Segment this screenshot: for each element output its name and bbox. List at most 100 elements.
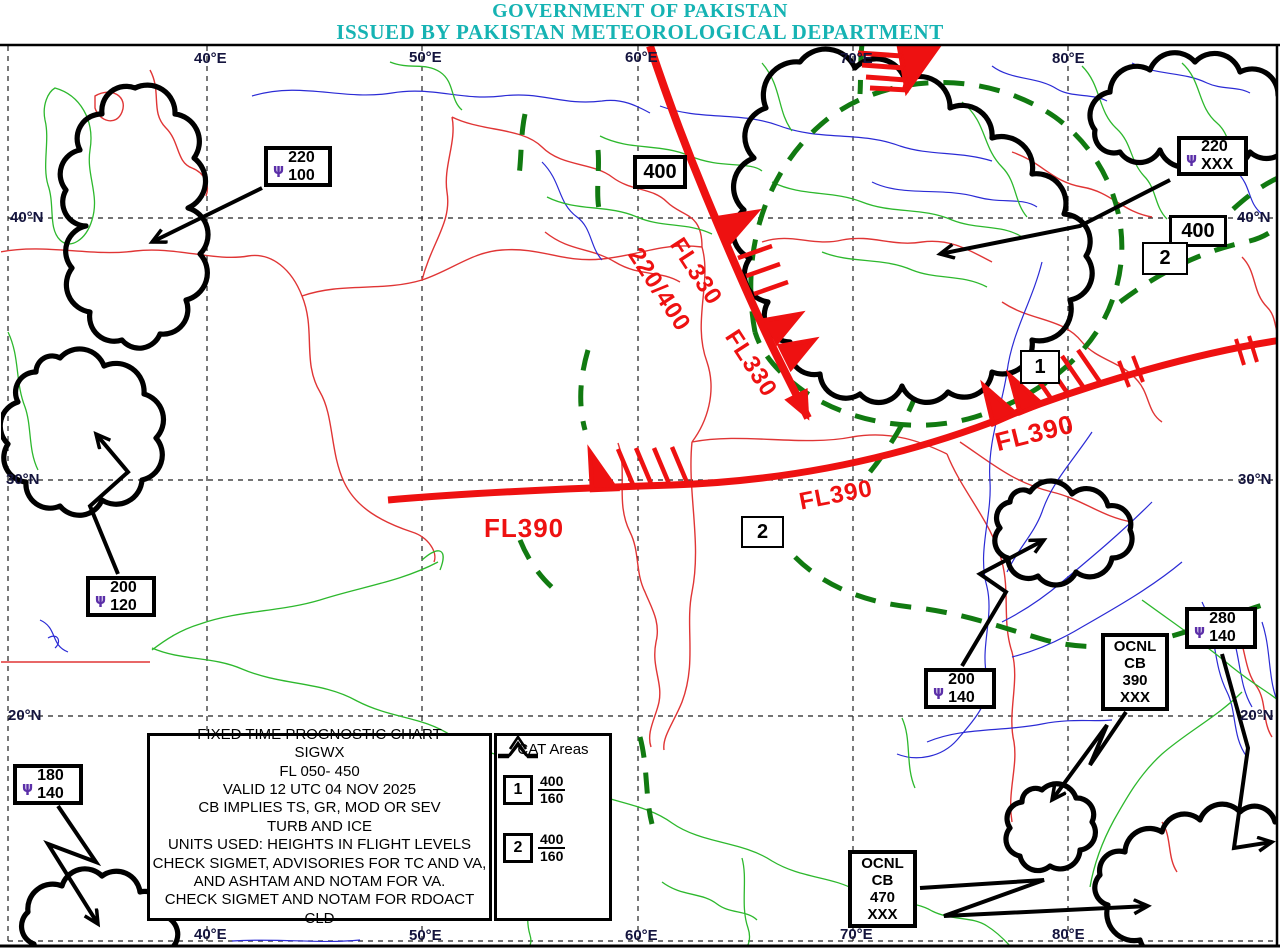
lat-label-30n-left: 30°N <box>6 471 40 488</box>
legend-line: CB IMPLIES TS, GR, MOD OR SEV <box>198 799 441 817</box>
arrow-icing-e <box>1220 653 1272 848</box>
moderate-icing-icon: ψ <box>1194 623 1206 639</box>
cloud-base-level: 140 <box>37 784 64 802</box>
moderate-icing-icon: ψ <box>1186 151 1198 167</box>
cat-area-2-levels: 400 160 <box>538 831 566 864</box>
cloud-base-level: 140 <box>948 688 975 706</box>
moderate-icing-icon: ψ <box>95 591 107 608</box>
cb-cloud-outline-5 <box>992 478 1135 588</box>
cloud-top-level: 220 <box>288 148 315 166</box>
arrow-icing-ne <box>940 178 1171 254</box>
lat-label-20n-left: 20°N <box>8 707 42 724</box>
cat-legend-row-1: 1 400 160 <box>498 736 609 806</box>
map-frame <box>0 43 1280 948</box>
cat-area-1-id: 1 <box>503 775 533 805</box>
lon-label-40e-bottom: 40°E <box>194 926 227 943</box>
lat-label-20n-right: 20°N <box>1240 707 1274 724</box>
wind-barbs-fl390-east <box>980 348 1102 428</box>
icing-box-east: ψ 280 140 <box>1185 607 1257 649</box>
cat-area-marker-2-south: 2 <box>741 516 784 548</box>
cb-cloud-outline-4 <box>1087 50 1277 171</box>
cb-cloud-outline-8 <box>19 866 181 945</box>
legend-line: UNITS USED: HEIGHTS IN FLIGHT LEVELS <box>167 836 472 854</box>
jet-level-box-center: 400 <box>633 155 687 189</box>
icing-box-ne: ψ 220 XXX <box>1177 136 1248 176</box>
cb-base-level: XXX <box>1119 689 1150 706</box>
jet-stream-fl330 <box>646 46 812 421</box>
legend-line: FIXED TIME PROGNOSTIC CHART <box>197 725 442 743</box>
map-borders-red <box>1 69 1277 873</box>
cloud-base-level: 100 <box>288 166 315 184</box>
lon-label-80e-bottom: 80°E <box>1052 926 1085 943</box>
lon-label-50e-bottom: 50°E <box>409 927 442 944</box>
lon-label-70e-bottom: 70°E <box>840 926 873 943</box>
lat-label-30n-right: 30°N <box>1238 471 1272 488</box>
legend-line: FL 050- 450 <box>279 762 360 780</box>
cat-legend-row-2: 2 400 160 <box>498 742 609 864</box>
lon-label-60e-bottom: 60°E <box>625 927 658 944</box>
cb-cloud-outline-2 <box>1 346 167 518</box>
jet-level-box-east: 400 <box>1169 215 1227 247</box>
cb-top-level: 470 <box>869 889 896 906</box>
moderate-icing-icon: ψ <box>933 683 945 700</box>
map-rivers-blue <box>39 62 1277 943</box>
cat-area-marker-2-east: 2 <box>1142 242 1188 275</box>
cloud-top-level: 280 <box>1209 610 1236 627</box>
icing-box-west: ψ 200 120 <box>86 576 156 617</box>
cat-area-boundaries <box>515 46 1277 825</box>
arrow-icing-c <box>960 540 1044 668</box>
cloud-base-level: 140 <box>1209 628 1236 645</box>
lon-label-80e-top: 80°E <box>1052 50 1085 67</box>
jet-stream-fl390 <box>387 337 1277 504</box>
lon-label-40e-top: 40°E <box>194 50 227 67</box>
legend-line: CHECK SIGMET, ADVISORIES FOR TC AND VA, <box>152 854 487 872</box>
arrow-cb-south <box>919 878 1148 918</box>
cb-cloud-outline-7 <box>1092 801 1277 945</box>
arrow-cb-east <box>1052 710 1128 800</box>
ocnl-cb-box-east: OCNL CB 390 XXX <box>1101 633 1169 711</box>
cb-top-level: 390 <box>1122 672 1148 689</box>
lat-label-40n-right: 40°N <box>1237 209 1271 226</box>
legend-line: CHECK SIGMET AND NOTAM FOR RDOACT CLD <box>164 891 475 927</box>
cb-qualifier: OCNL <box>1113 638 1157 655</box>
pointer-arrows <box>43 178 1272 924</box>
cloud-top-level: 200 <box>948 670 975 688</box>
cat-area-marker-1: 1 <box>1020 350 1060 384</box>
legend-line: VALID 12 UTC 04 NOV 2025 <box>222 780 417 798</box>
cloud-base-level: 120 <box>110 596 137 614</box>
arrow-icing-w <box>87 434 131 575</box>
wind-barbs-fl330 <box>714 208 820 373</box>
cloud-top-level: 200 <box>110 578 137 596</box>
legend-line: SIGWX <box>294 744 345 762</box>
chart-title-line2: ISSUED BY PAKISTAN METEOROLOGICAL DEPART… <box>336 20 944 44</box>
lat-label-40n-left: 40°N <box>10 209 44 226</box>
cb-qualifier: OCNL <box>861 855 904 872</box>
moderate-icing-icon: ψ <box>273 161 285 178</box>
cat-area-2-id: 2 <box>503 833 533 863</box>
lon-label-70e-top: 70°E <box>840 50 873 67</box>
legend-line: AND ASHTAM AND NOTAM FOR VA. <box>193 873 446 891</box>
wind-barbs-north-jet <box>857 46 942 97</box>
arrow-icing-nw <box>152 186 263 242</box>
ocnl-cb-box-south: OCNL CB 470 XXX <box>848 850 917 928</box>
icing-box-sw: ψ 180 140 <box>13 764 83 805</box>
cloud-top-level: 220 <box>1201 138 1228 155</box>
jet-label-fl390-a: FL390 <box>484 513 565 543</box>
cb-cloud-outline-1 <box>57 82 211 351</box>
legend-line: TURB AND ICE <box>266 817 372 835</box>
wind-barbs-fl390-west <box>587 444 691 493</box>
cloud-top-level: 180 <box>37 766 64 784</box>
jet-level-change-hashes <box>1117 335 1259 388</box>
cb-type: CB <box>1124 655 1146 672</box>
cb-cloud-outline-6 <box>1003 781 1098 874</box>
moderate-turbulence-icon <box>498 742 538 757</box>
moderate-icing-icon: ψ <box>22 779 34 796</box>
cb-base-level: XXX <box>867 906 898 923</box>
icing-box-center: ψ 200 140 <box>924 668 996 709</box>
cat-areas-legend: CAT Areas 1 400 160 2 400 160 <box>494 733 612 921</box>
lon-label-60e-top: 60°E <box>625 49 658 66</box>
chart-title-line1: GOVERNMENT OF PAKISTAN <box>492 0 788 22</box>
arrow-icing-sw <box>43 804 102 924</box>
chart-legend: FIXED TIME PROGNOSTIC CHART SIGWX FL 050… <box>147 726 492 927</box>
